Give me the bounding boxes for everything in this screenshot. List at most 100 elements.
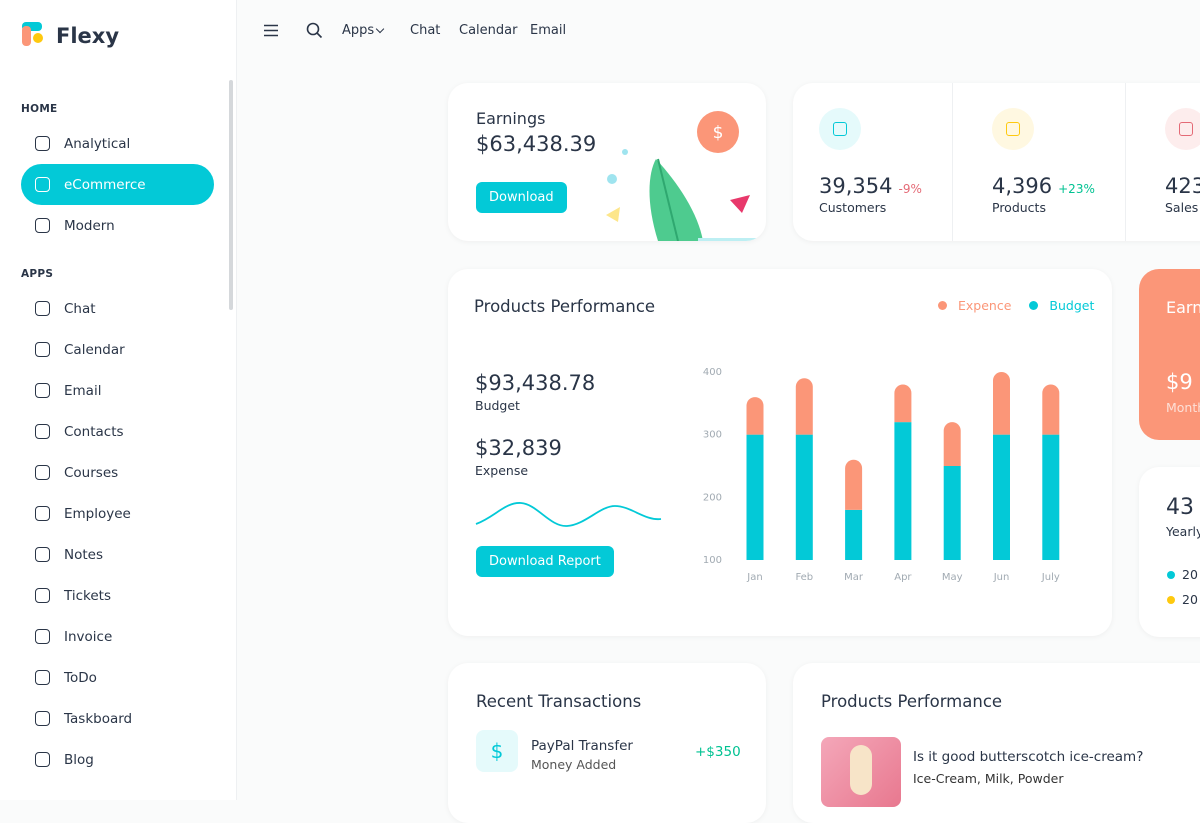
legend-entry[interactable]: Expence [938,298,1011,313]
menu-icon [35,506,50,521]
legend-dot [1167,571,1175,579]
x-tick-label: July [1041,572,1060,583]
stat-row: 39,354 -9% [819,174,922,198]
y-tick-label: 300 [703,430,722,441]
menu-label: Taskboard [64,710,133,727]
menu-item[interactable]: Employee [21,493,214,534]
transaction-name: PayPal Transfer [531,738,633,754]
menu-label: Chat [64,300,96,317]
menu-label: Analytical [64,135,131,152]
stat-row: 423 [1165,174,1200,198]
nav-link[interactable]: Email [530,23,567,38]
earnings-illustration: $ [606,111,766,241]
menu-label: Invoice [64,628,113,645]
y-tick-label: 200 [703,492,722,503]
menu-item[interactable]: eCommerce [21,164,214,205]
stat-icon [819,108,861,150]
stat-value: 423 [1165,174,1200,198]
earnings-card: Earnings $63,438.39 Download $ [448,83,766,241]
x-tick-label: Feb [795,572,813,583]
menu-item[interactable]: Tickets [21,575,214,616]
transaction-amount: +$350 [695,744,741,760]
brand: Flexy [56,24,120,48]
menu-item[interactable]: Notes [21,534,214,575]
menu-label: Notes [64,546,103,563]
bar-segment [746,434,764,560]
transactions-title: Recent Transactions [476,692,642,711]
product-sub: Ice-Cream, Milk, Powder [913,771,1064,786]
wave [475,502,662,527]
divider [952,83,953,241]
search-icon[interactable] [306,22,323,39]
menu-item[interactable]: ToDo [21,657,214,698]
menu-item[interactable]: Modern [21,205,214,246]
menu-icon [35,301,50,316]
menu-item[interactable]: Invoice [21,616,214,657]
stat-icon [992,108,1034,150]
legend-entry[interactable]: Budget [1029,298,1094,313]
divider [1125,83,1126,241]
download-report-button[interactable]: Download Report [476,546,614,577]
performance-title: Products Performance [474,297,656,316]
menu-icon [35,547,50,562]
product-name: Is it good butterscotch ice-cream? [913,749,1144,765]
bar-segment [1042,384,1060,435]
bar-segment [993,372,1010,435]
nav-link[interactable]: Calendar [459,23,518,38]
bar-segment [845,459,863,510]
stat-icon-glyph [833,122,847,136]
yearly-label: Yearly [1166,524,1200,539]
top-nav: Apps Chat Calendar Email [237,0,1200,62]
legend-dot [1029,301,1039,310]
side-earnings-value: $9 [1166,370,1193,394]
menu-item[interactable]: Email [21,370,214,411]
section-heading: HOME [21,103,58,115]
menu-icon [35,588,50,603]
menu-icon[interactable] [264,24,279,37]
nav-link[interactable]: Chat [410,23,441,38]
menu-icon [35,670,50,685]
menu-label: Email [64,382,102,399]
stat-label: Customers [819,200,887,215]
bar-segment [943,422,961,466]
product-image [821,737,901,807]
expense-amount: $32,839 [475,436,562,460]
sidebar: Flexy HOME Analytical eCommerce Modern APPS C… [0,0,237,800]
menu-icon [35,177,50,192]
menu-item[interactable]: Chat [21,288,214,329]
earnings-title: Earnings [476,109,546,128]
expense-label: Expense [475,463,529,478]
stat-value: 39,354 [819,174,893,198]
menu-icon [35,424,50,439]
bar-segment [943,466,961,560]
menu-item[interactable]: Contacts [21,411,214,452]
nav-link[interactable]: Apps [342,23,375,38]
menu-icon [35,711,50,726]
stat-value: 4,396 [992,174,1053,198]
menu-icon [35,218,50,233]
bar-segment [795,378,813,435]
legend: Expence Budget [938,298,1094,313]
x-tick-label: May [942,572,963,583]
earnings-amount: $63,438.39 [476,132,597,156]
logo [22,22,43,46]
download-button[interactable]: Download [476,182,567,213]
menu-item[interactable]: Courses [21,452,214,493]
menu-item[interactable]: Blog [21,739,214,780]
transaction-sub: Money Added [531,757,617,772]
bar-segment [845,509,863,560]
menu-icon [35,136,50,151]
transaction-icon: $ [476,730,518,772]
bar-segment [795,434,813,560]
menu-item[interactable]: Calendar [21,329,214,370]
scrollbar [229,80,233,310]
menu-icon [35,465,50,480]
menu-label: eCommerce [64,176,146,193]
menu-item[interactable]: Analytical [21,123,214,164]
budget-amount: $93,438.78 [475,371,596,395]
x-tick-label: Jan [746,572,762,583]
dropdown-caret [375,24,385,34]
menu-item[interactable]: Taskboard [21,698,214,739]
year-label: 20 [1182,592,1198,607]
menu-icon [35,342,50,357]
